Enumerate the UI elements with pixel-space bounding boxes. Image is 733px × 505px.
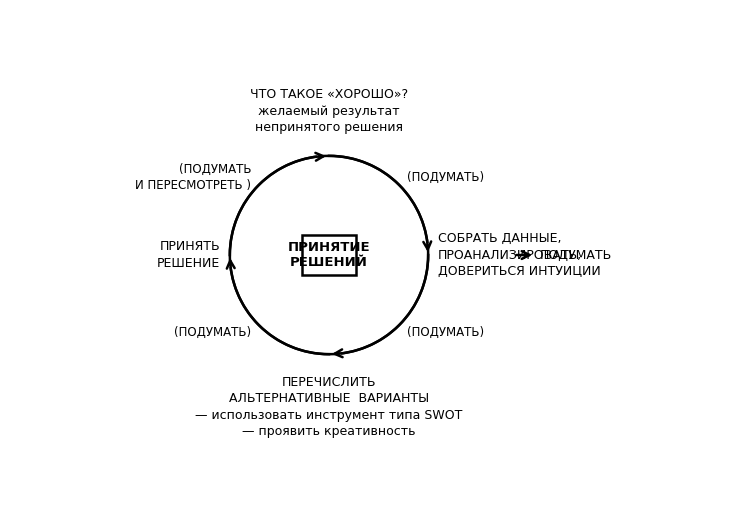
Text: (ПОДУМАТЬ
И ПЕРЕСМОТРЕТЬ ): (ПОДУМАТЬ И ПЕРЕСМОТРЕТЬ )	[135, 163, 251, 191]
Text: ПОДУМАТЬ: ПОДУМАТЬ	[539, 248, 612, 262]
Text: (ПОДУМАТЬ): (ПОДУМАТЬ)	[407, 171, 484, 184]
Text: (ПОДУМАТЬ): (ПОДУМАТЬ)	[174, 326, 251, 339]
Text: ЧТО ТАКОЕ «ХОРОШО»?
желаемый результат
непринятого решения: ЧТО ТАКОЕ «ХОРОШО»? желаемый результат н…	[250, 88, 408, 134]
FancyBboxPatch shape	[302, 235, 356, 275]
Text: (ПОДУМАТЬ): (ПОДУМАТЬ)	[407, 326, 484, 339]
Text: СОБРАТЬ ДАННЫЕ,
ПРОАНАЛИЗИРОВАТЬ,
ДОВЕРИТЬСЯ ИНТУИЦИИ: СОБРАТЬ ДАННЫЕ, ПРОАНАЛИЗИРОВАТЬ, ДОВЕРИ…	[438, 232, 600, 278]
Text: ПРИНЯТЬ
РЕШЕНИЕ: ПРИНЯТЬ РЕШЕНИЕ	[157, 240, 220, 270]
Text: ПРИНЯТИЕ
РЕШЕНИЙ: ПРИНЯТИЕ РЕШЕНИЙ	[287, 241, 370, 269]
Text: ПЕРЕЧИСЛИТЬ
АЛЬТЕРНАТИВНЫЕ  ВАРИАНТЫ
— использовать инструмент типа SWOT
— прояв: ПЕРЕЧИСЛИТЬ АЛЬТЕРНАТИВНЫЕ ВАРИАНТЫ — ис…	[195, 376, 463, 438]
